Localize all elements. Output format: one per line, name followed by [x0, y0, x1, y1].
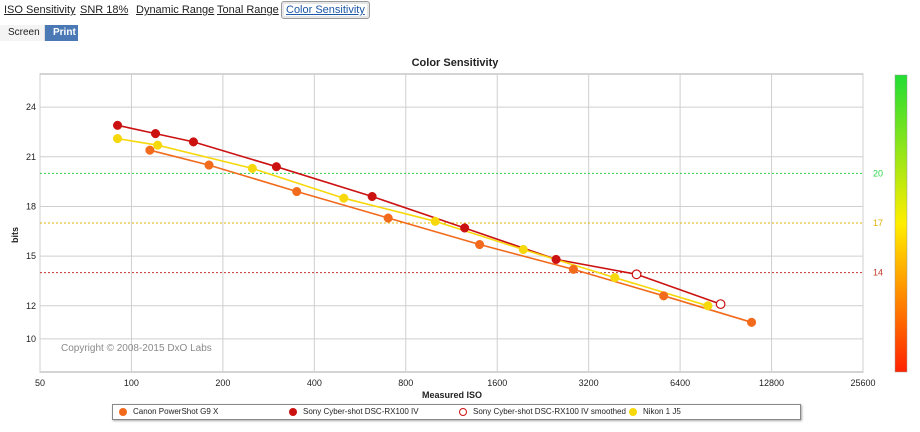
- x-axis-label: Measured ISO: [422, 390, 482, 400]
- data-point: [610, 273, 620, 283]
- x-tick-label: 6400: [670, 378, 690, 388]
- data-point: [367, 191, 377, 202]
- legend-swatch: [289, 407, 297, 416]
- x-tick-label: 200: [215, 378, 230, 388]
- data-point: [747, 317, 757, 327]
- legend-label: Canon PowerShot G9 X: [133, 407, 219, 416]
- data-point: [703, 301, 713, 311]
- data-point: [551, 254, 561, 264]
- y-tick-label: 21: [26, 152, 36, 162]
- screen-button[interactable]: Screen: [0, 25, 45, 41]
- color-sensitivity-chart: Color Sensitivity 20 17 14 50 100 200 400 800 1…: [10, 57, 908, 400]
- legend-label: Sony Cyber-shot DSC-RX100 IV: [303, 407, 419, 416]
- data-point: [631, 269, 642, 280]
- legend-item: Canon PowerShot G9 X: [119, 405, 218, 419]
- series-group: [112, 120, 757, 327]
- data-point: [460, 223, 470, 233]
- legend-item: Sony Cyber-shot DSC-RX100 IV: [289, 405, 419, 419]
- legend-item: Sony Cyber-shot DSC-RX100 IV smoothed: [459, 405, 626, 419]
- data-point: [271, 162, 281, 172]
- tab-tonal-range[interactable]: Tonal Range: [217, 4, 279, 16]
- color-scale-bar: [894, 74, 908, 373]
- y-tick-label: 18: [26, 201, 36, 211]
- x-tick-label: 1600: [487, 378, 507, 388]
- x-tick-label: 800: [398, 378, 413, 388]
- data-point: [188, 137, 199, 147]
- legend-swatch: [629, 407, 637, 416]
- x-tick-label: 12800: [759, 378, 784, 388]
- reference-line-label: 14: [873, 268, 883, 278]
- data-point: [518, 244, 528, 255]
- tab-snr-18[interactable]: SNR 18%: [80, 4, 129, 16]
- data-point: [247, 163, 257, 173]
- data-point: [145, 145, 155, 155]
- data-point: [475, 239, 485, 250]
- reference-line-label: 20: [873, 168, 883, 178]
- x-axis-ticks: 50 100 200 400 800 1600 3200 6400 12800 25600: [35, 378, 876, 388]
- y-tick-label: 10: [26, 334, 36, 344]
- tab-dynamic-range[interactable]: Dynamic Range: [136, 4, 215, 16]
- chart-legend: Canon PowerShot G9 X Sony Cyber-shot DSC…: [112, 404, 801, 420]
- y-tick-label: 24: [26, 102, 36, 112]
- data-point: [659, 291, 669, 301]
- y-axis-label: bits: [10, 227, 20, 243]
- tab-bar: ISO Sensitivity SNR 18% Dynamic Range To…: [0, 0, 920, 22]
- data-point: [292, 186, 302, 197]
- data-point: [150, 129, 161, 139]
- print-button[interactable]: Print: [45, 25, 78, 41]
- x-tick-label: 50: [35, 378, 45, 388]
- series-line: [149, 149, 752, 324]
- reference-lines: 20 17 14: [40, 168, 883, 278]
- data-point: [112, 134, 123, 144]
- data-point: [568, 264, 578, 274]
- data-point: [430, 216, 440, 226]
- series-line: [117, 137, 709, 307]
- data-point: [153, 140, 163, 150]
- tab-color-sensitivity[interactable]: Color Sensitivity: [281, 1, 370, 19]
- x-tick-label: 100: [124, 378, 139, 388]
- data-point: [339, 193, 349, 203]
- legend-label: Sony Cyber-shot DSC-RX100 IV smoothed: [473, 407, 626, 416]
- data-point: [715, 299, 726, 310]
- x-tick-label: 25600: [850, 378, 875, 388]
- data-point: [204, 160, 214, 170]
- chart-title: Color Sensitivity: [412, 57, 500, 69]
- copyright-text: Copyright © 2008-2015 DxO Labs: [61, 343, 212, 354]
- y-tick-label: 12: [26, 301, 36, 311]
- x-tick-label: 400: [307, 378, 322, 388]
- legend-item: Nikon 1 J5: [629, 405, 681, 419]
- tab-iso-sensitivity[interactable]: ISO Sensitivity: [4, 4, 76, 16]
- x-tick-label: 3200: [579, 378, 599, 388]
- data-point: [112, 120, 123, 130]
- y-axis-ticks: 10 12 15 18 21 24: [26, 102, 36, 344]
- y-tick-label: 15: [26, 251, 36, 261]
- reference-line-label: 17: [873, 218, 883, 228]
- legend-swatch: [459, 407, 467, 416]
- legend-label: Nikon 1 J5: [643, 407, 681, 416]
- data-point: [383, 213, 393, 223]
- legend-swatch: [119, 407, 127, 416]
